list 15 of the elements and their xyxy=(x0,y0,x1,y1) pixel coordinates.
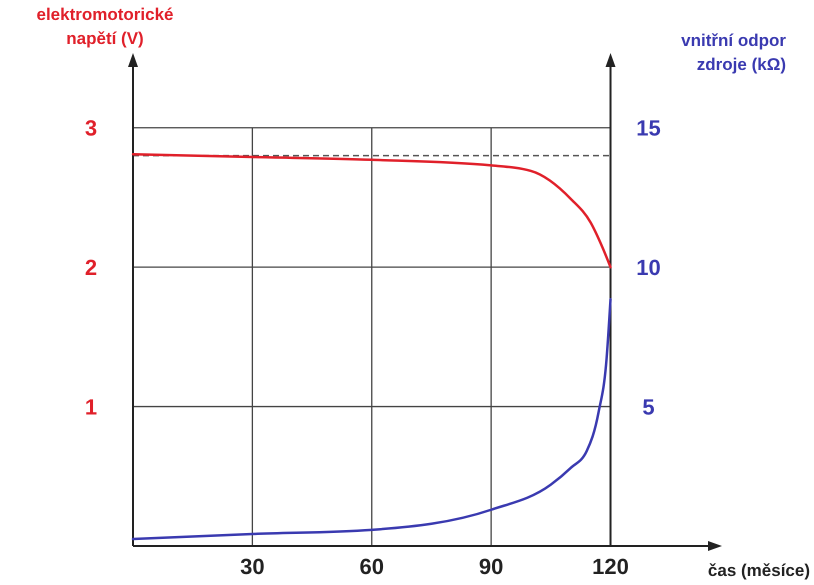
line-series xyxy=(132,152,612,268)
x-axis-title: čas (měsíce) xyxy=(708,561,810,580)
y-axis-title: elektromotorické napětí (V) xyxy=(36,5,174,48)
x-tick-label: 90 xyxy=(478,554,504,579)
y2-tick-label: 5 xyxy=(642,394,655,420)
y2-tick-label: 15 xyxy=(636,116,661,141)
y-tick-label: 1 xyxy=(84,394,98,420)
y2-axis-title: vnitřní odpor zdroje (kΩ) xyxy=(681,31,786,74)
x-tick-label: 120 xyxy=(592,554,629,579)
line-series xyxy=(132,298,612,540)
x-tick-label: 30 xyxy=(240,554,265,579)
x-tick-label: 60 xyxy=(360,554,384,579)
y-tick-label: 3 xyxy=(84,116,98,141)
y2-tick-label: 10 xyxy=(636,255,661,280)
y-tick-label: 2 xyxy=(84,255,98,280)
